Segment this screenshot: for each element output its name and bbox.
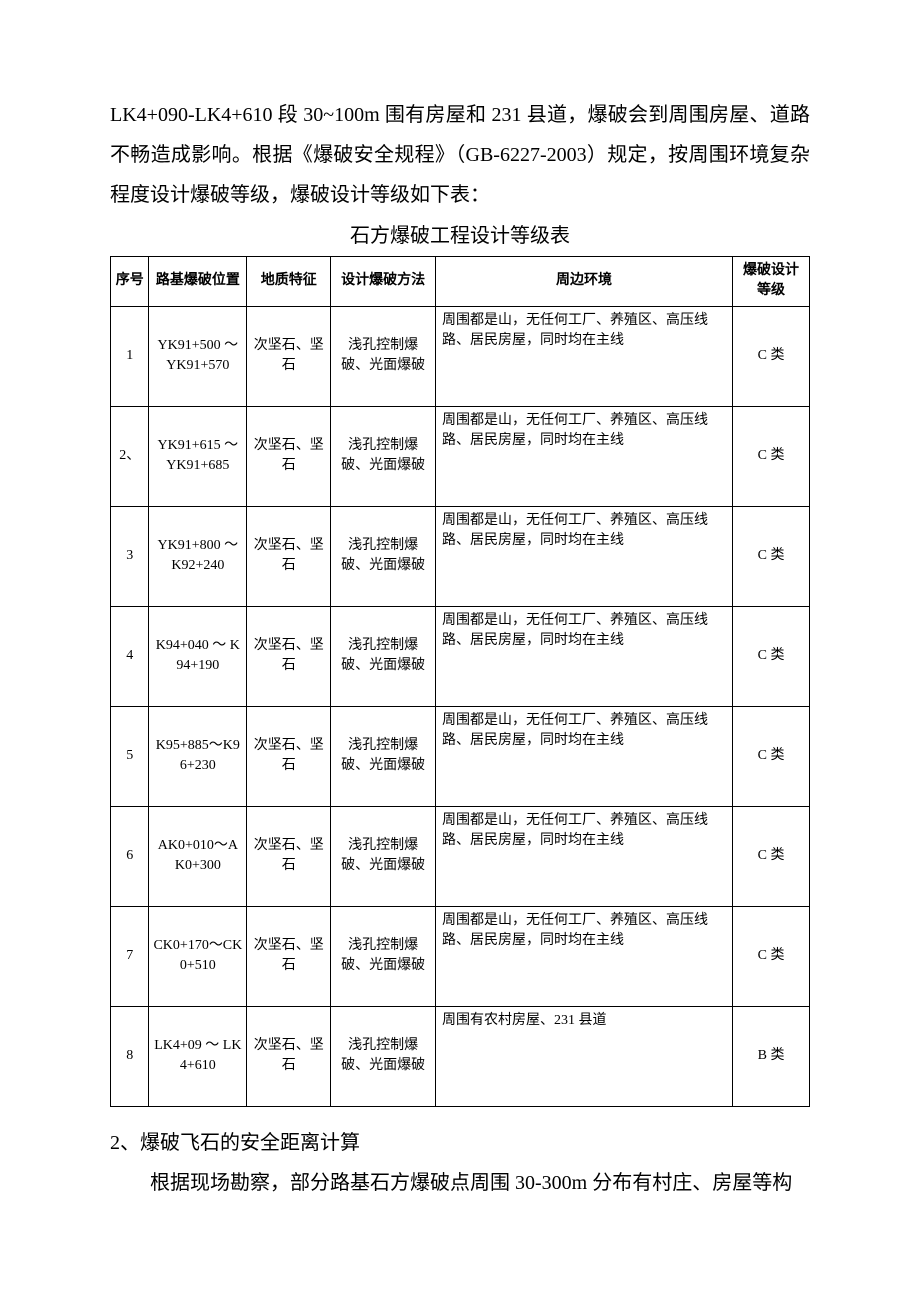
section-2-paragraph: 根据现场勘察，部分路基石方爆破点周围 30-300m 分布有村庄、房屋等构 bbox=[110, 1163, 810, 1203]
table-row: 5 K95+885～K96+230 次坚石、坚石 浅孔控制爆破、光面爆破 周围都… bbox=[111, 706, 810, 806]
cell-environment: 周围都是山，无任何工厂、养殖区、高压线路、居民房屋，同时均在主线 bbox=[436, 706, 733, 806]
cell-index: 8 bbox=[111, 1006, 149, 1106]
cell-grade: C 类 bbox=[733, 906, 810, 1006]
cell-method: 浅孔控制爆破、光面爆破 bbox=[331, 506, 436, 606]
cell-location: AK0+010～AK0+300 bbox=[149, 806, 247, 906]
intro-paragraph: LK4+090-LK4+610 段 30~100m 围有房屋和 231 县道，爆… bbox=[110, 95, 810, 215]
cell-geology: 次坚石、坚石 bbox=[247, 706, 331, 806]
table-row: 8 LK4+09 ～ LK4+610 次坚石、坚石 浅孔控制爆破、光面爆破 周围… bbox=[111, 1006, 810, 1106]
table-row: 1 YK91+500 ～ YK91+570 次坚石、坚石 浅孔控制爆破、光面爆破… bbox=[111, 306, 810, 406]
cell-geology: 次坚石、坚石 bbox=[247, 406, 331, 506]
cell-index: 7 bbox=[111, 906, 149, 1006]
cell-grade: C 类 bbox=[733, 406, 810, 506]
cell-location: LK4+09 ～ LK4+610 bbox=[149, 1006, 247, 1106]
cell-index: 2、 bbox=[111, 406, 149, 506]
col-header-environment: 周边环境 bbox=[436, 257, 733, 307]
cell-method: 浅孔控制爆破、光面爆破 bbox=[331, 306, 436, 406]
cell-geology: 次坚石、坚石 bbox=[247, 906, 331, 1006]
cell-method: 浅孔控制爆破、光面爆破 bbox=[331, 1006, 436, 1106]
cell-index: 3 bbox=[111, 506, 149, 606]
cell-environment: 周围都是山，无任何工厂、养殖区、高压线路、居民房屋，同时均在主线 bbox=[436, 506, 733, 606]
cell-method: 浅孔控制爆破、光面爆破 bbox=[331, 606, 436, 706]
col-header-method: 设计爆破方法 bbox=[331, 257, 436, 307]
cell-environment: 周围都是山，无任何工厂、养殖区、高压线路、居民房屋，同时均在主线 bbox=[436, 806, 733, 906]
table-row: 6 AK0+010～AK0+300 次坚石、坚石 浅孔控制爆破、光面爆破 周围都… bbox=[111, 806, 810, 906]
table-body: 1 YK91+500 ～ YK91+570 次坚石、坚石 浅孔控制爆破、光面爆破… bbox=[111, 306, 810, 1106]
cell-geology: 次坚石、坚石 bbox=[247, 806, 331, 906]
cell-location: YK91+500 ～ YK91+570 bbox=[149, 306, 247, 406]
cell-environment: 周围都是山，无任何工厂、养殖区、高压线路、居民房屋，同时均在主线 bbox=[436, 606, 733, 706]
cell-method: 浅孔控制爆破、光面爆破 bbox=[331, 806, 436, 906]
col-header-geology: 地质特征 bbox=[247, 257, 331, 307]
section-2-heading: 2、爆破飞石的安全距离计算 bbox=[110, 1123, 810, 1163]
cell-environment: 周围都是山，无任何工厂、养殖区、高压线路、居民房屋，同时均在主线 bbox=[436, 406, 733, 506]
cell-geology: 次坚石、坚石 bbox=[247, 606, 331, 706]
table-row: 2、 YK91+615 ～ YK91+685 次坚石、坚石 浅孔控制爆破、光面爆… bbox=[111, 406, 810, 506]
cell-method: 浅孔控制爆破、光面爆破 bbox=[331, 406, 436, 506]
cell-location: K94+040 ～ K94+190 bbox=[149, 606, 247, 706]
table-row: 4 K94+040 ～ K94+190 次坚石、坚石 浅孔控制爆破、光面爆破 周… bbox=[111, 606, 810, 706]
cell-geology: 次坚石、坚石 bbox=[247, 306, 331, 406]
cell-location: CK0+170～CK0+510 bbox=[149, 906, 247, 1006]
page: LK4+090-LK4+610 段 30~100m 围有房屋和 231 县道，爆… bbox=[0, 0, 920, 1247]
cell-grade: C 类 bbox=[733, 506, 810, 606]
table-title: 石方爆破工程设计等级表 bbox=[110, 219, 810, 248]
cell-geology: 次坚石、坚石 bbox=[247, 1006, 331, 1106]
cell-method: 浅孔控制爆破、光面爆破 bbox=[331, 906, 436, 1006]
cell-index: 5 bbox=[111, 706, 149, 806]
cell-geology: 次坚石、坚石 bbox=[247, 506, 331, 606]
cell-location: K95+885～K96+230 bbox=[149, 706, 247, 806]
cell-method: 浅孔控制爆破、光面爆破 bbox=[331, 706, 436, 806]
cell-grade: C 类 bbox=[733, 606, 810, 706]
col-header-index: 序号 bbox=[111, 257, 149, 307]
cell-environment: 周围都是山，无任何工厂、养殖区、高压线路、居民房屋，同时均在主线 bbox=[436, 906, 733, 1006]
cell-index: 1 bbox=[111, 306, 149, 406]
cell-index: 4 bbox=[111, 606, 149, 706]
cell-grade: C 类 bbox=[733, 306, 810, 406]
col-header-grade: 爆破设计等级 bbox=[733, 257, 810, 307]
col-header-location: 路基爆破位置 bbox=[149, 257, 247, 307]
cell-grade: C 类 bbox=[733, 706, 810, 806]
table-row: 7 CK0+170～CK0+510 次坚石、坚石 浅孔控制爆破、光面爆破 周围都… bbox=[111, 906, 810, 1006]
cell-location: YK91+800 ～ K92+240 bbox=[149, 506, 247, 606]
cell-grade: B 类 bbox=[733, 1006, 810, 1106]
cell-index: 6 bbox=[111, 806, 149, 906]
table-row: 3 YK91+800 ～ K92+240 次坚石、坚石 浅孔控制爆破、光面爆破 … bbox=[111, 506, 810, 606]
cell-environment: 周围有农村房屋、231 县道 bbox=[436, 1006, 733, 1106]
cell-location: YK91+615 ～ YK91+685 bbox=[149, 406, 247, 506]
cell-grade: C 类 bbox=[733, 806, 810, 906]
table-header-row: 序号 路基爆破位置 地质特征 设计爆破方法 周边环境 爆破设计等级 bbox=[111, 257, 810, 307]
cell-environment: 周围都是山，无任何工厂、养殖区、高压线路、居民房屋，同时均在主线 bbox=[436, 306, 733, 406]
grade-table: 序号 路基爆破位置 地质特征 设计爆破方法 周边环境 爆破设计等级 1 YK91… bbox=[110, 256, 810, 1107]
